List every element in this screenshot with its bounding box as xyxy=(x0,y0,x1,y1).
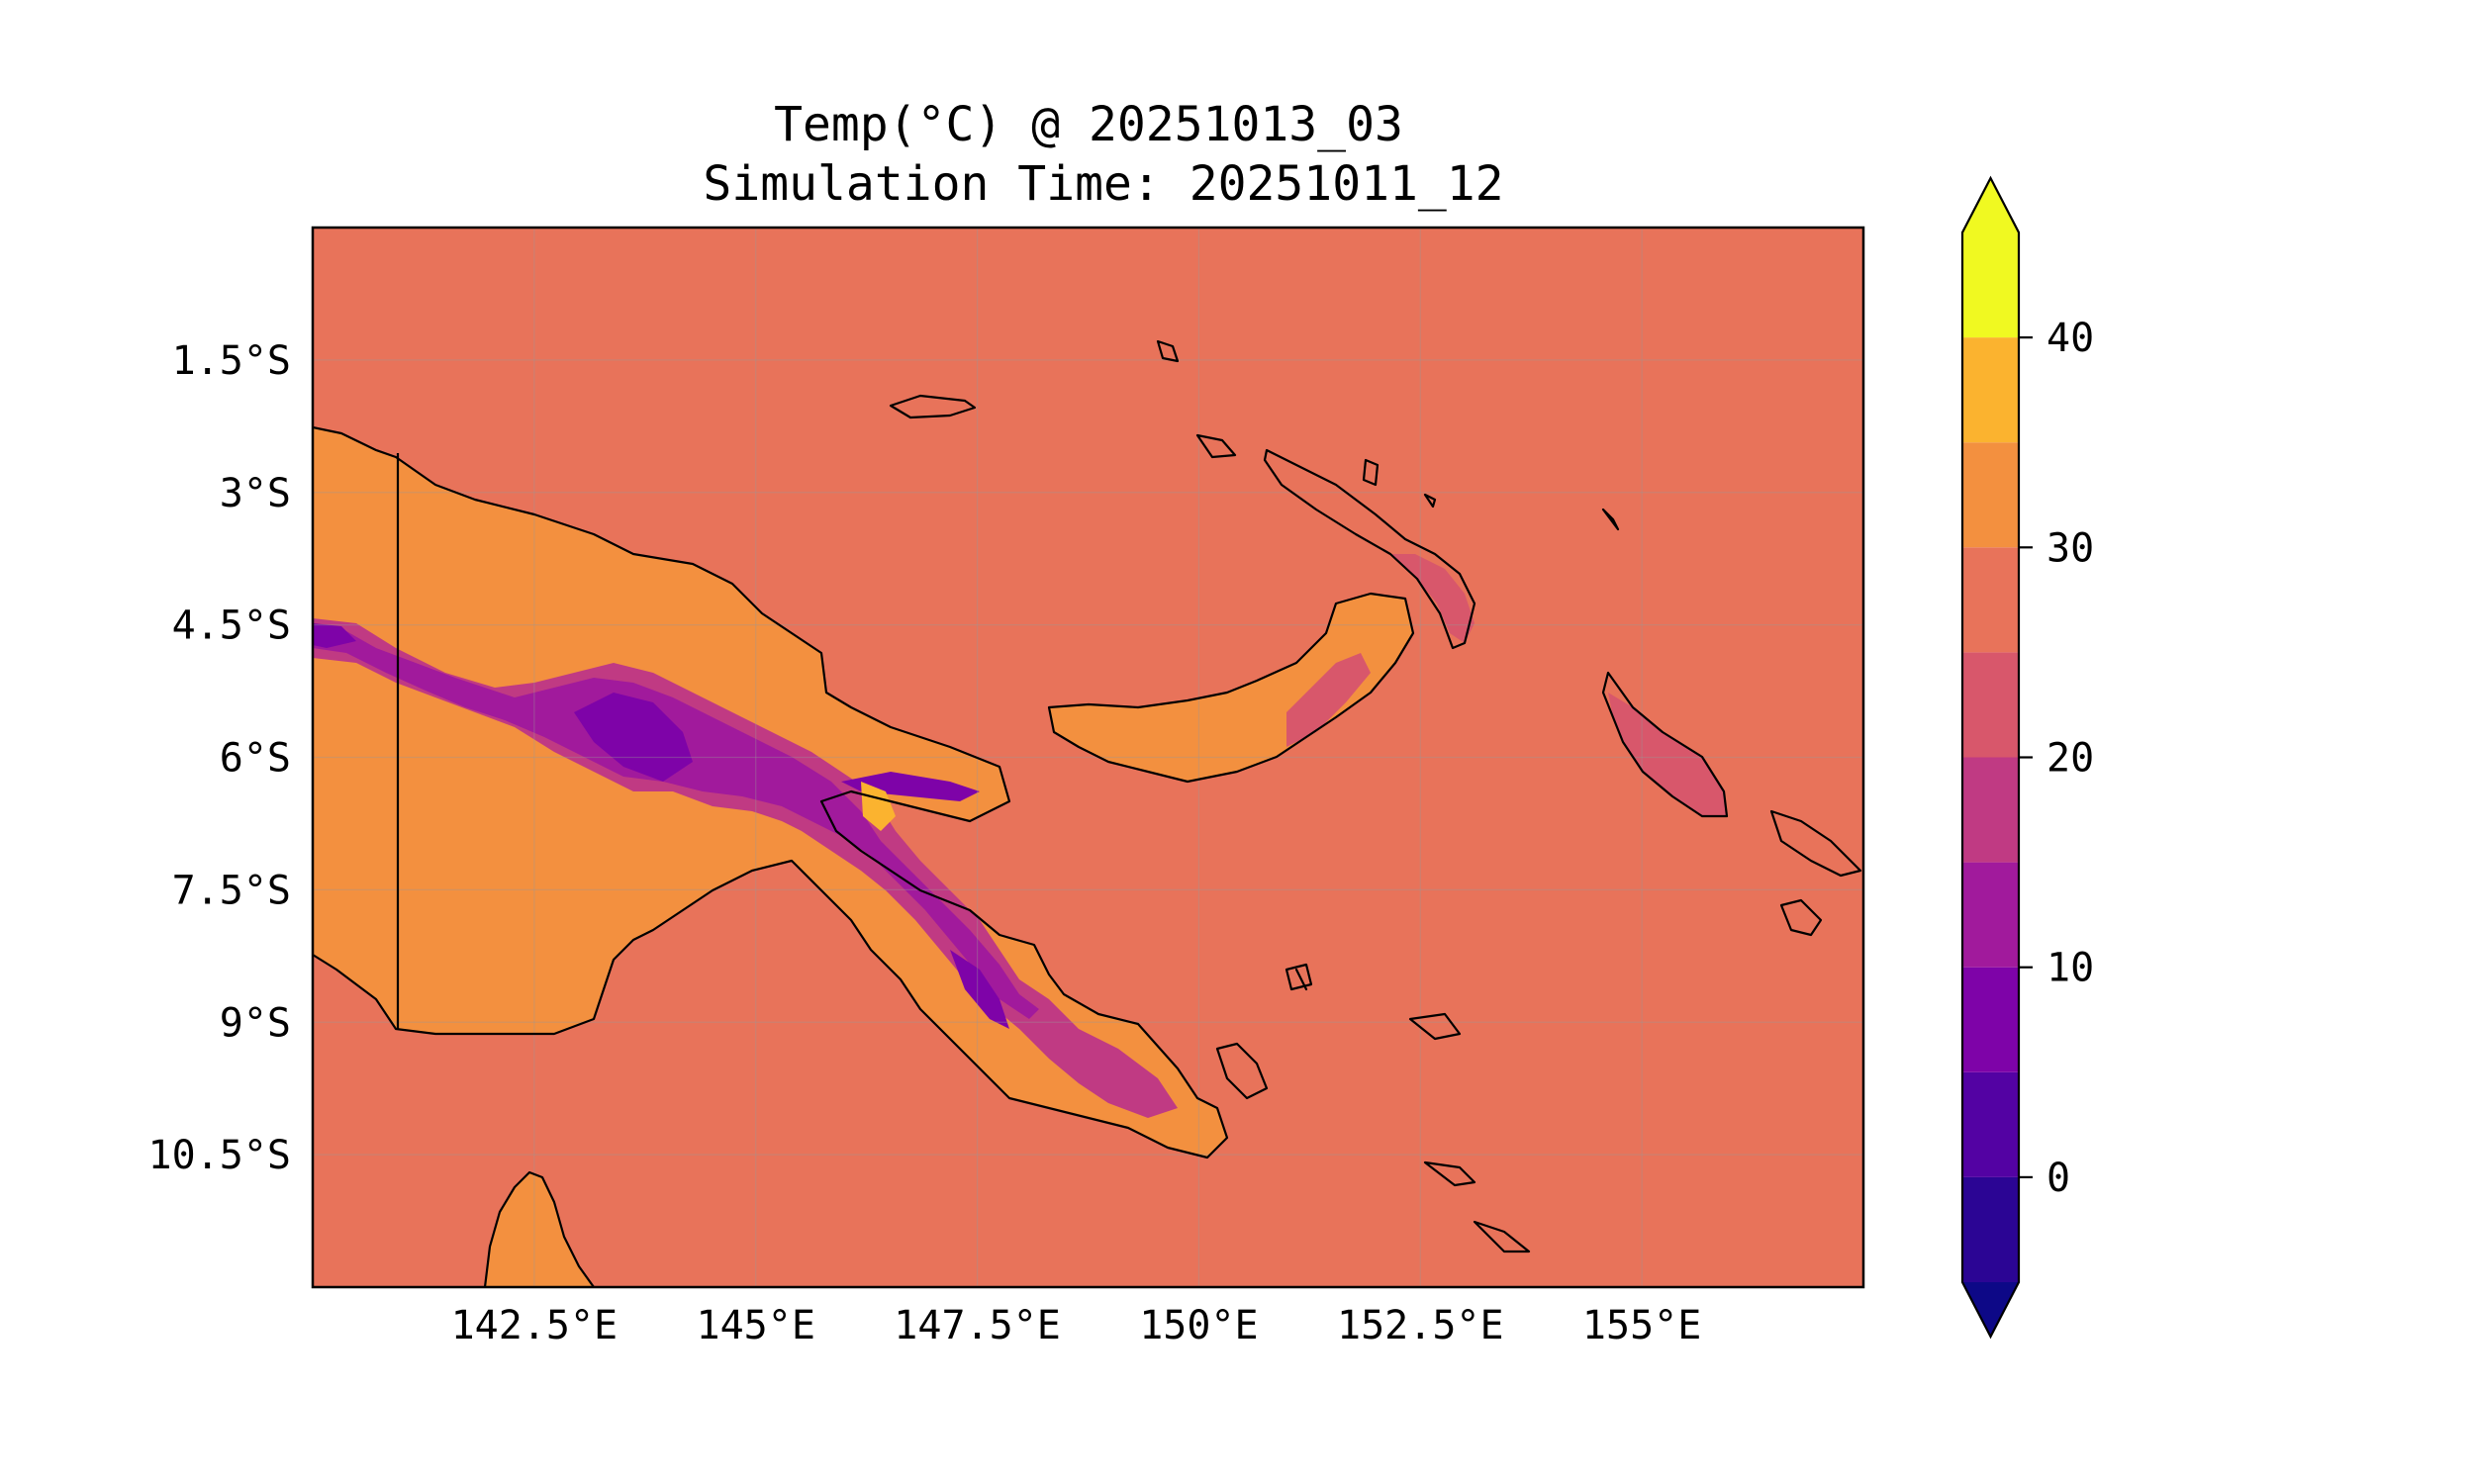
colorbar-tick-label: 0 xyxy=(2046,1156,2070,1201)
dentrecasteaux-coastline xyxy=(1215,1042,1269,1100)
lon-tick-label: 155°E xyxy=(1582,1303,1701,1348)
latitude-tick-labels: 1.5°S 3°S 4.5°S 6°S 7.5°S 9°S 10.5°S xyxy=(148,338,292,1178)
hot-spot-ramu xyxy=(861,782,896,831)
lat-tick-label: 9°S xyxy=(220,1000,291,1046)
colorbar: 0 10 20 30 40 xyxy=(1960,175,2094,1340)
colorbar-segment xyxy=(1962,1176,2019,1282)
new-ireland-coastline xyxy=(1263,448,1476,650)
trobriand-coastline xyxy=(1285,963,1313,991)
map-panel xyxy=(313,228,1863,1287)
colorbar-segment xyxy=(1962,967,2019,1072)
highlands-cold-zone xyxy=(313,628,1039,1019)
map-subtitle: Simulation Time: 20251011_12 xyxy=(703,156,1503,212)
new-britain-land-field xyxy=(1049,594,1413,782)
lat-tick-label: 6°S xyxy=(220,736,291,782)
map-frame xyxy=(311,226,1865,1289)
new-georgia-coastline xyxy=(1769,809,1862,878)
bougainville-land-field xyxy=(1608,693,1727,816)
colorbar-tick-label: 10 xyxy=(2046,946,2094,991)
bougainville-coastline xyxy=(1601,671,1729,818)
map-title: Temp(°C) @ 20251013_03 xyxy=(774,97,1403,152)
colorbar-segment xyxy=(1962,442,2019,548)
colorbar-outline xyxy=(1960,175,2021,1340)
lon-tick-label: 147.5°E xyxy=(894,1303,1061,1348)
new-britain-cool-zone xyxy=(1286,653,1371,747)
lat-tick-label: 7.5°S xyxy=(172,868,291,913)
colorbar-segment xyxy=(1962,547,2019,653)
lon-tick-label: 150°E xyxy=(1139,1303,1258,1348)
manus-island-coastline xyxy=(889,394,977,419)
lon-tick-label: 145°E xyxy=(697,1303,815,1348)
colorbar-segment xyxy=(1962,757,2019,863)
guadalcanal-coastline xyxy=(1779,898,1823,937)
small-islands-north xyxy=(1156,339,1620,991)
new-britain-coastline xyxy=(1047,592,1415,784)
cape-york-land-field xyxy=(485,1172,594,1287)
colorbar-segment xyxy=(1962,337,2019,443)
new-guinea-coastline xyxy=(313,425,1229,1159)
colorbar-tick-label: 30 xyxy=(2046,525,2094,571)
lon-tick-label: 142.5°E xyxy=(451,1303,618,1348)
colorbar-under-extension xyxy=(1962,1282,2019,1337)
new-ireland-land-field xyxy=(1390,554,1475,643)
colorbar-tick-label: 40 xyxy=(2046,316,2094,361)
coastlines xyxy=(313,339,1862,1287)
longitude-tick-labels: 142.5°E 145°E 147.5°E 150°E 152.5°E 155°E xyxy=(451,1303,1702,1348)
lat-tick-label: 10.5°S xyxy=(148,1133,292,1178)
louisiade-coastline xyxy=(1423,1160,1531,1253)
lat-tick-label: 4.5°S xyxy=(172,603,291,649)
lat-tick-label: 1.5°S xyxy=(172,338,291,384)
colorbar-over-extension xyxy=(1962,178,2019,232)
lat-tick-label: 3°S xyxy=(220,471,291,516)
colorbar-segment xyxy=(1962,1071,2019,1177)
lon-tick-label: 152.5°E xyxy=(1337,1303,1504,1348)
colorbar-segment xyxy=(1962,862,2019,968)
cape-york-coastline xyxy=(483,1170,595,1287)
colorbar-segment xyxy=(1962,652,2019,758)
woodlark-coastline xyxy=(1408,1012,1462,1041)
colorbar-tick-label: 20 xyxy=(2046,736,2094,782)
colorbar-segment xyxy=(1962,232,2019,338)
